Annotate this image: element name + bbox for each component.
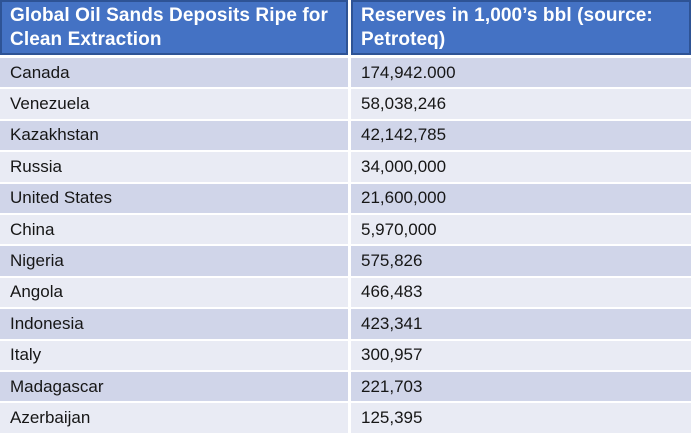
reserves-cell: 34,000,000 [351, 152, 691, 182]
header-cell-reserves: Reserves in 1,000’s bbl (source: Petrote… [351, 0, 691, 55]
table-row: Nigeria 575,826 [0, 246, 691, 276]
country-cell: China [0, 214, 348, 245]
table-row: Angola 466,483 [0, 277, 691, 308]
country-cell: Venezuela [0, 89, 348, 119]
table-header-row: Global Oil Sands Deposits Ripe for Clean… [0, 0, 691, 55]
country-cell: Italy [0, 340, 348, 370]
header-cell-deposits: Global Oil Sands Deposits Ripe for Clean… [0, 0, 348, 55]
table-row: Italy 300,957 [0, 340, 691, 370]
reserves-cell: 42,142,785 [351, 120, 691, 151]
table-row: Russia 34,000,000 [0, 152, 691, 182]
table-row: Canada 174,942.000 [0, 58, 691, 88]
reserves-cell: 575,826 [351, 246, 691, 276]
reserves-cell: 125,395 [351, 403, 691, 433]
reserves-cell: 423,341 [351, 309, 691, 339]
country-cell: Azerbaijan [0, 403, 348, 433]
country-cell: Russia [0, 152, 348, 182]
table-row: Indonesia 423,341 [0, 309, 691, 339]
country-cell: Canada [0, 58, 348, 88]
table-row: Azerbaijan 125,395 [0, 403, 691, 433]
country-cell: Indonesia [0, 309, 348, 339]
reserves-cell: 174,942.000 [351, 58, 691, 88]
table-row: Kazakhstan 42,142,785 [0, 120, 691, 151]
country-cell: Nigeria [0, 246, 348, 276]
table-row: Madagascar 221,703 [0, 371, 691, 402]
country-cell: Angola [0, 277, 348, 308]
reserves-cell: 300,957 [351, 340, 691, 370]
reserves-cell: 466,483 [351, 277, 691, 308]
reserves-cell: 21,600,000 [351, 183, 691, 213]
table-row: China 5,970,000 [0, 214, 691, 245]
table-body: Canada 174,942.000 Venezuela 58,038,246 Kaza… [0, 58, 691, 433]
country-cell: Kazakhstan [0, 120, 348, 151]
reserves-cell: 5,970,000 [351, 214, 691, 245]
reserves-cell: 58,038,246 [351, 89, 691, 119]
country-cell: United States [0, 183, 348, 213]
country-cell: Madagascar [0, 371, 348, 402]
reserves-cell: 221,703 [351, 371, 691, 402]
table-row: Venezuela 58,038,246 [0, 89, 691, 119]
table-row: United States 21,600,000 [0, 183, 691, 213]
